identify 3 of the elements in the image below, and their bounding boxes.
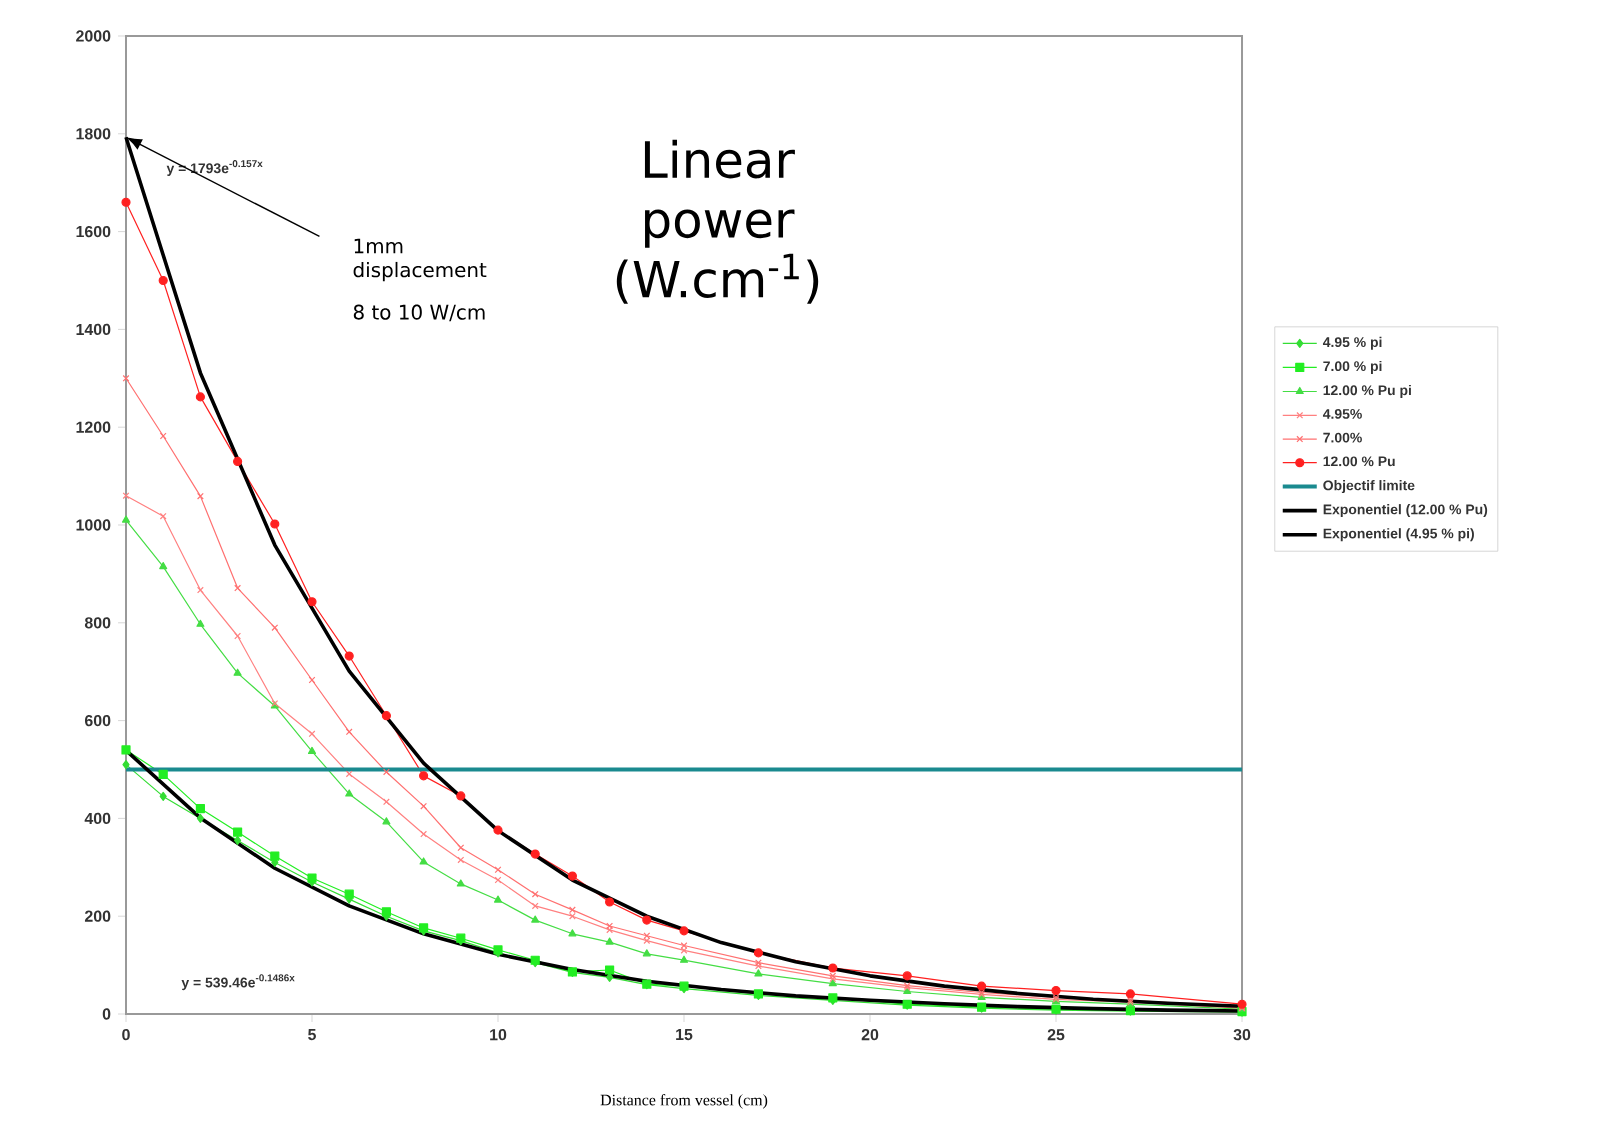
annotation: 1mm displacement — [353, 238, 487, 282]
annotation: 8 to 10 W/cm — [353, 304, 485, 322]
text: Linear power (W.cm$^{-1}$) — [616, 139, 819, 304]
